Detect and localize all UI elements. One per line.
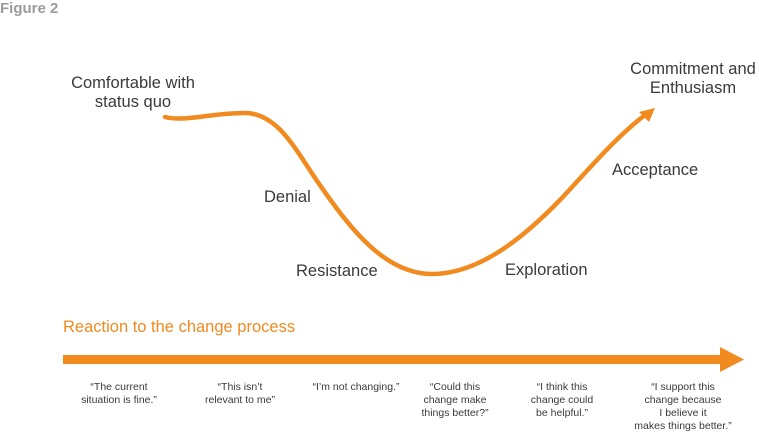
stage-acceptance: Acceptance <box>612 161 699 179</box>
quote-3: “I’m not changing.” <box>306 381 406 394</box>
end-state-label: Commitment and Enthusiasm <box>622 60 759 98</box>
quote-line: I believe it <box>659 407 707 419</box>
figure-label: Figure 2 <box>0 0 59 17</box>
quote-2: “This isn’t relevant to me” <box>190 381 290 407</box>
quote-6: “I support this change because I believe… <box>628 381 738 432</box>
process-arrow-shaft <box>63 355 725 364</box>
quote-5: “I think this change could be helpful.” <box>512 381 612 420</box>
start-state-line: status quo <box>94 93 172 111</box>
quote-line: “Could this <box>429 381 481 393</box>
quote-line: change because <box>644 394 722 406</box>
quote-line: makes things better.” <box>634 420 732 432</box>
stage-exploration: Exploration <box>505 261 588 279</box>
quote-line: relevant to me” <box>204 394 276 406</box>
change-curve <box>162 110 648 277</box>
quote-line: change could <box>530 394 594 406</box>
stage-resistance: Resistance <box>296 262 378 280</box>
quote-1: “The current situation is fine.” <box>69 381 169 407</box>
quote-line: “I’m not changing.” <box>312 381 400 393</box>
start-state-line: Comfortable with <box>71 74 195 92</box>
end-state-line: Enthusiasm <box>649 79 737 97</box>
quote-line: situation is fine.” <box>81 394 157 406</box>
quote-line: “This isn’t <box>217 381 263 393</box>
stage-denial: Denial <box>264 188 311 206</box>
quote-line: “I support this <box>651 381 715 393</box>
process-arrowhead <box>720 347 744 372</box>
quote-line: change make <box>423 394 487 406</box>
quote-line: things better?” <box>421 407 489 419</box>
process-axis-label: Reaction to the change process <box>63 318 296 336</box>
start-state-label: Comfortable with status quo <box>62 74 204 112</box>
quote-line: be helpful.” <box>536 407 588 419</box>
end-state-line: Commitment and <box>630 60 756 78</box>
curve-arrowhead <box>639 108 655 122</box>
quote-4: “Could this change make things better?” <box>405 381 505 420</box>
quote-line: “The current <box>90 381 148 393</box>
quote-line: “I think this <box>536 381 588 393</box>
